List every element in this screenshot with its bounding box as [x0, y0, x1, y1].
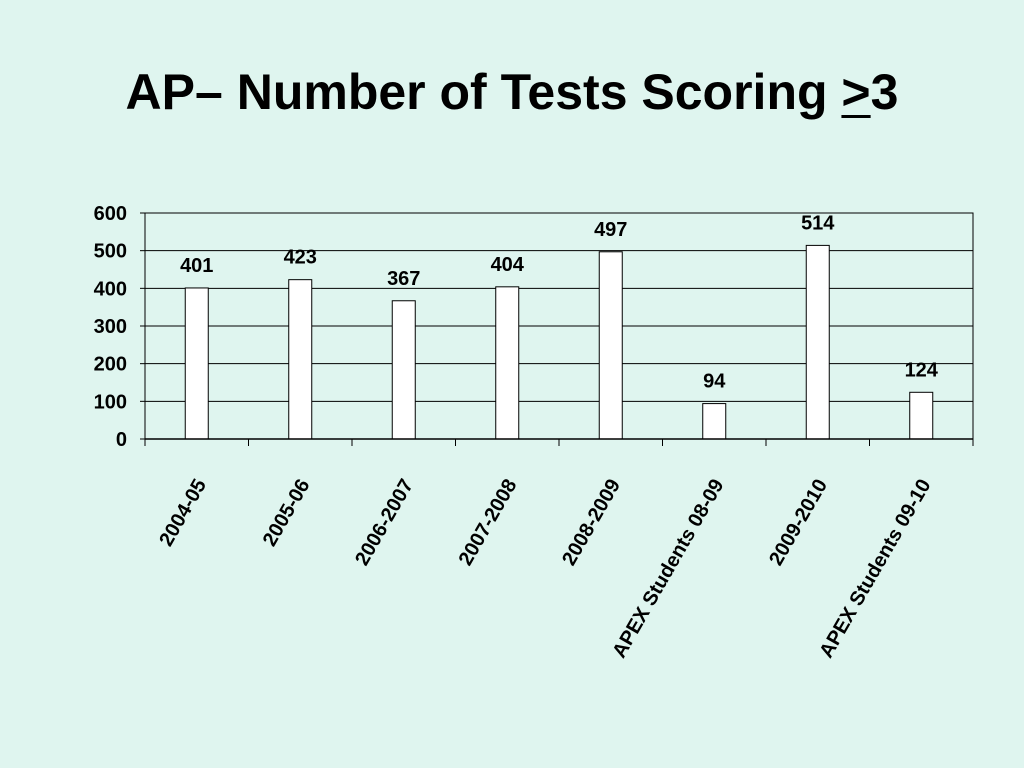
x-tick-label: APEX Students 09-10	[815, 476, 935, 662]
data-label: 367	[387, 268, 420, 290]
bar	[288, 279, 313, 440]
y-tick-label: 600	[94, 203, 127, 225]
title-ge-symbol: >	[841, 64, 871, 120]
y-tick-label: 100	[94, 391, 127, 413]
title-suffix: 3	[870, 64, 899, 120]
y-tick-label: 0	[116, 429, 127, 451]
x-tick-label: 2008-2009	[558, 476, 625, 570]
y-tick-label: 400	[94, 278, 127, 300]
bar	[909, 391, 934, 440]
bar	[702, 403, 727, 440]
bar	[598, 251, 623, 440]
x-tick-label: 2004-05	[155, 476, 211, 551]
x-tick-label: APEX Students 08-09	[608, 476, 728, 662]
bar	[391, 300, 416, 440]
data-label: 94	[703, 371, 726, 393]
axes	[140, 212, 974, 446]
x-tick-label: 2009-2010	[765, 476, 832, 570]
data-label: 514	[801, 212, 835, 234]
data-label: 404	[491, 254, 525, 276]
y-tick-label: 300	[94, 316, 127, 338]
gridlines	[144, 212, 974, 440]
x-tick-label: 2007-2008	[455, 476, 522, 570]
bar	[495, 286, 520, 440]
y-tick-label: 200	[94, 354, 127, 376]
data-label: 401	[180, 255, 213, 277]
x-tick-label: 2006-2007	[351, 476, 418, 570]
bar	[805, 244, 830, 440]
x-tick-label: 2005-06	[259, 476, 315, 551]
bars	[184, 244, 934, 440]
bar	[184, 287, 209, 440]
data-label: 497	[594, 219, 627, 241]
title-text: AP– Number of Tests Scoring	[125, 64, 842, 120]
data-label: 124	[905, 359, 939, 381]
slide-title: AP– Number of Tests Scoring >3	[0, 62, 1024, 122]
data-label: 423	[284, 247, 317, 269]
y-tick-label: 500	[94, 241, 127, 263]
